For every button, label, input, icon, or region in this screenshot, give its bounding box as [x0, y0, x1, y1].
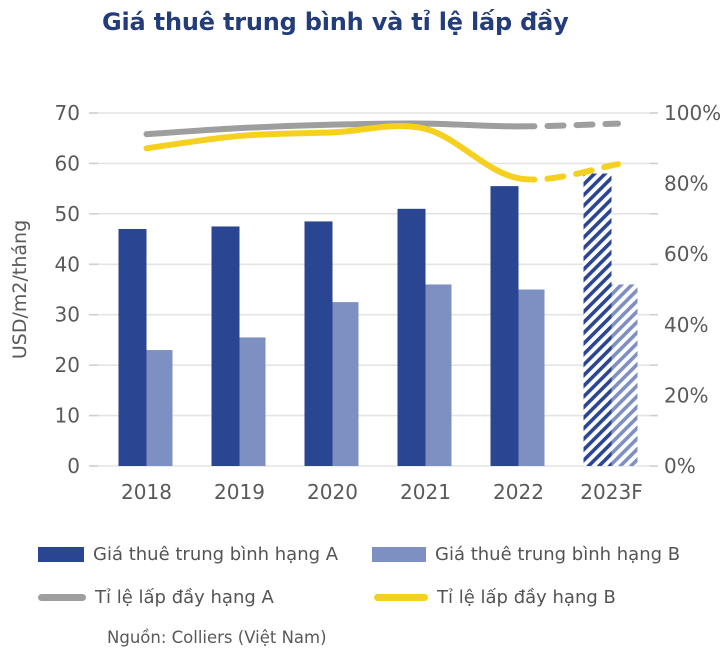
- bar-2018-s0: [118, 228, 147, 466]
- occupancy-a-line-icon: [38, 594, 86, 601]
- bar-2022-s0: [490, 186, 519, 466]
- svg-text:40: 40: [55, 252, 80, 276]
- svg-text:10: 10: [55, 404, 80, 428]
- source-note: Nguồn: Colliers (Việt Nam): [107, 628, 327, 647]
- legend-label-rent-b: Giá thuê trung bình hạng B: [435, 544, 681, 565]
- bar-2020-s0: [304, 221, 333, 466]
- svg-text:2023F: 2023F: [580, 480, 642, 504]
- legend-item-rent-b: Giá thuê trung bình hạng B: [372, 544, 680, 565]
- bar-2020-s1: [332, 302, 359, 466]
- svg-text:20%: 20%: [664, 383, 708, 407]
- legend-label-occupancy-a: Tỉ lệ lấp đầy hạng A: [95, 587, 274, 608]
- svg-text:2021: 2021: [400, 480, 451, 504]
- bar-2022-s1: [518, 289, 545, 466]
- svg-text:60: 60: [55, 151, 80, 175]
- svg-text:20: 20: [55, 353, 80, 377]
- bar-2021-s1: [425, 284, 452, 466]
- svg-text:2022: 2022: [493, 480, 544, 504]
- bar-2018-s1: [146, 350, 173, 466]
- svg-text:80%: 80%: [664, 172, 708, 196]
- legend-item-occupancy-a: Tỉ lệ lấp đầy hạng A: [38, 587, 274, 608]
- legend-label-rent-a: Giá thuê trung bình hạng A: [93, 544, 339, 565]
- chart-title: Giá thuê trung bình và tỉ lệ lấp đầy: [102, 8, 569, 36]
- rent-a-swatch-icon: [38, 547, 84, 562]
- svg-text:2018: 2018: [121, 480, 172, 504]
- svg-text:USD/m2/tháng: USD/m2/tháng: [9, 220, 31, 359]
- svg-text:50: 50: [55, 202, 80, 226]
- rent-b-swatch-icon: [372, 547, 426, 562]
- legend-item-occupancy-b: Tỉ lệ lấp đầy hạng B: [374, 587, 616, 608]
- bar-2023F-s1: [611, 284, 638, 466]
- combo-chart: 0 10 20 30 40 50 60 70 0% 20% 40% 60% 80% 100% USD/m2/…: [9, 101, 721, 504]
- bar-2023F-s0: [583, 173, 612, 466]
- svg-text:30: 30: [55, 303, 80, 327]
- svg-text:0: 0: [67, 454, 80, 478]
- bar-2019-s1: [239, 337, 266, 466]
- svg-text:0%: 0%: [664, 454, 696, 478]
- svg-text:2019: 2019: [214, 480, 265, 504]
- bar-2021-s0: [397, 208, 426, 467]
- svg-text:2020: 2020: [307, 480, 358, 504]
- legend-item-rent-a: Giá thuê trung bình hạng A: [38, 544, 338, 565]
- bar-2019-s0: [211, 226, 240, 466]
- legend-label-occupancy-b: Tỉ lệ lấp đầy hạng B: [437, 587, 616, 608]
- svg-text:60%: 60%: [664, 242, 708, 266]
- svg-text:100%: 100%: [664, 101, 721, 125]
- svg-text:70: 70: [55, 101, 80, 125]
- svg-text:40%: 40%: [664, 313, 708, 337]
- occupancy-b-line-icon: [374, 594, 428, 601]
